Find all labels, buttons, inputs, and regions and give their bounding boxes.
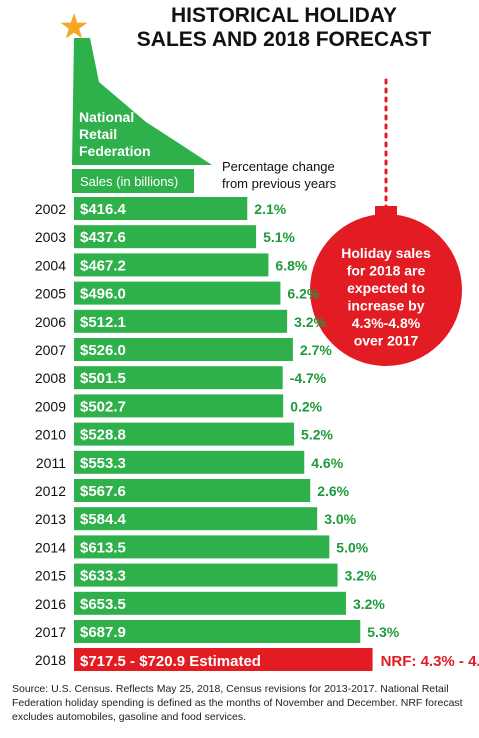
tree-label-line-1: National [79,109,134,125]
bar [74,450,305,474]
bar-value-label: $437.6 [80,229,126,246]
pct-change-label: 5.2% [301,427,333,443]
forecast-bar [74,648,373,671]
ornament-text-line: over 2017 [354,333,419,349]
pct-change-label: 2.6% [317,483,349,499]
bar-value-label: $528.8 [80,427,126,444]
year-label: 2008 [35,370,66,386]
bar [74,225,257,249]
star-icon [60,13,88,39]
year-label: 2015 [35,568,66,584]
bar-value-label: $526.0 [80,342,126,359]
year-label: 2012 [35,483,66,499]
pct-change-label: 3.2% [353,596,385,612]
holiday-sales-chart: National Retail Federation Sales (in bil… [35,13,479,671]
pct-change-label: 5.3% [367,624,399,640]
sales-header-box [72,169,194,193]
bar-value-label: $416.4 [80,201,127,218]
ornament-text-line: increase by [347,298,424,314]
bar [74,479,311,502]
bar-value-label: $467.2 [80,257,126,274]
year-label: 2014 [35,539,66,555]
bar [74,620,361,643]
bar [74,197,248,220]
pct-change-label: 5.0% [336,539,368,555]
bar [74,591,346,615]
tree-top-shape [72,38,212,165]
bar [74,253,269,277]
source-note: Source: U.S. Census. Reflects May 25, 20… [12,683,463,723]
bar [74,281,281,305]
tree-label-line-2: Retail [79,126,117,142]
pct-change-label: 2.1% [254,201,286,217]
year-label: 2006 [35,314,66,330]
year-label: 2010 [35,427,66,443]
ornament-text-line: for 2018 are [347,263,426,279]
bar-value-label: $502.7 [80,398,126,415]
bar [74,507,318,531]
year-label: 2011 [36,455,66,471]
bar [74,366,283,390]
ornament-text-line: Holiday sales [341,245,431,261]
year-label: 2017 [35,624,66,640]
bar [74,309,288,333]
bar [74,422,295,446]
bar-value-label: $567.6 [80,483,126,500]
year-label: 2002 [35,201,66,217]
forecast-bar-label: $717.5 - $720.9 Estimated [80,653,261,670]
bars-group: 2002 $416.4 2.1% 2003 $437.6 5.1% 2004 $467.2 6.… [35,197,400,643]
year-label: 2009 [35,398,66,414]
bar-value-label: $653.5 [80,596,126,613]
year-label: 2016 [35,596,66,612]
bar-value-label: $501.5 [80,370,126,387]
tree-label-line-3: Federation [79,143,151,159]
bar [74,535,330,559]
bar [74,394,284,418]
ornament-text-line: expected to [347,280,425,296]
bar-value-label: $496.0 [80,286,126,303]
bar [74,338,293,361]
year-label: 2005 [35,286,66,302]
forecast-year-label: 2018 [35,652,66,668]
year-label: 2004 [35,257,66,273]
ornament-ball [310,214,462,366]
bar [74,563,338,587]
ornament-text-line: 4.3%-4.8% [352,315,421,331]
bar-value-label: $687.9 [80,624,126,641]
pct-change-label: 0.2% [290,398,322,414]
year-label: 2007 [35,342,66,358]
chart-title: HISTORICAL HOLIDAY SALES AND 2018 FORECA… [98,4,470,52]
pct-change-label: 3.2% [294,314,326,330]
pct-change-label: 6.8% [275,257,307,273]
sales-header: Sales (in billions) [80,174,178,189]
chart-title-line-1: HISTORICAL HOLIDAY [171,4,397,27]
forecast-nrf-text: NRF: 4.3% - 4.8% [381,653,479,670]
pct-change-label: 5.1% [263,229,295,245]
pct-header-line-2: from previous years [222,176,337,191]
pct-header-line-1: Percentage change [222,159,335,174]
pct-change-label: -4.7% [290,370,327,386]
year-label: 2003 [35,229,66,245]
bar-value-label: $553.3 [80,455,126,472]
bar-value-label: $633.3 [80,568,126,585]
pct-change-label: 2.7% [300,342,332,358]
bar-value-label: $613.5 [80,539,126,556]
bar-value-label: $512.1 [80,314,126,331]
year-label: 2013 [35,511,66,527]
chart-title-line-2: SALES AND 2018 FORECAST [136,28,432,51]
pct-change-label: 3.0% [324,511,356,527]
pct-change-label: 6.2% [287,286,319,302]
pct-change-label: 3.2% [345,568,377,584]
pct-change-label: 4.6% [311,455,343,471]
bar-value-label: $584.4 [80,511,127,528]
